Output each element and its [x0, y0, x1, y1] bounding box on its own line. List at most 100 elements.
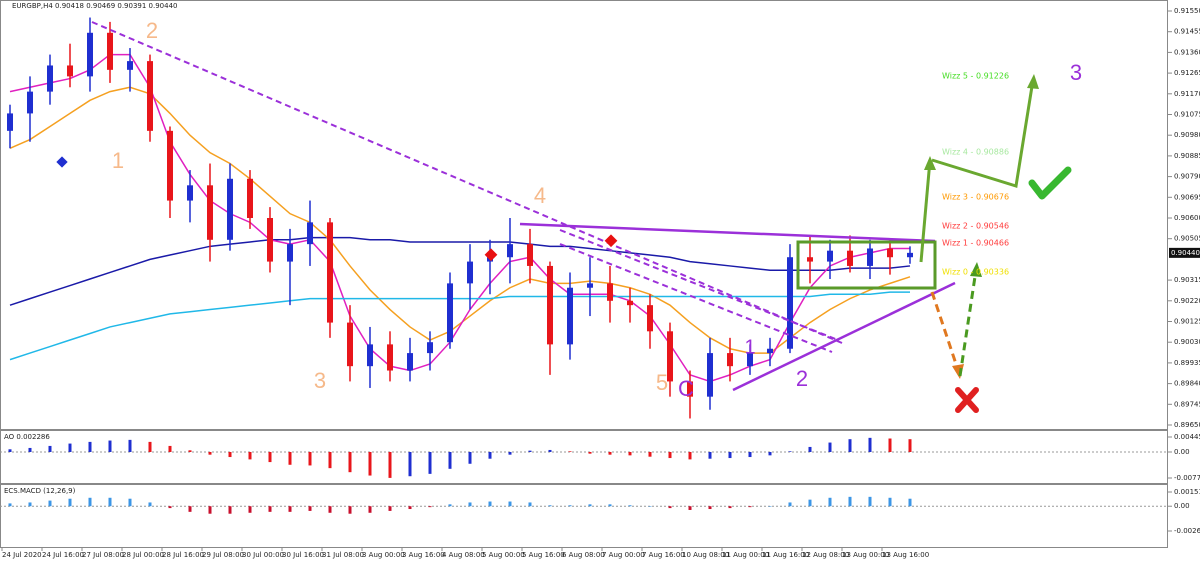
x-tick-label: 11 Aug 16:00 — [762, 551, 809, 559]
candle-body — [587, 283, 593, 288]
histogram-bar — [748, 506, 752, 508]
histogram-bar — [908, 439, 912, 452]
candle-body — [127, 61, 133, 70]
histogram-bar — [908, 498, 912, 507]
annotations-layer: 2 1 3 4 5 C 1 2 3 Wizz 5 - 0.91226 Wizz 4 - 0.9088… — [56, 18, 1082, 413]
y-tick-label: 0.90505 — [1174, 235, 1200, 243]
histogram-bar — [48, 500, 52, 507]
wave-label: 2 — [146, 18, 158, 43]
histogram-bar — [148, 502, 152, 507]
y-tick-label: 0.89935 — [1174, 359, 1200, 367]
histogram-bar — [528, 450, 532, 452]
histogram-bar — [288, 506, 292, 512]
y-tick-label: -0.002643 — [1174, 527, 1200, 535]
candle-body — [527, 244, 533, 266]
histogram-bar — [108, 440, 112, 452]
histogram-bar — [468, 502, 472, 507]
cross-mark — [955, 387, 979, 413]
histogram-bar — [868, 496, 872, 507]
histogram-bar — [568, 451, 572, 452]
x-tick-label: 13 Aug 16:00 — [882, 551, 929, 559]
candle-body — [687, 381, 693, 397]
histogram-bar — [268, 451, 272, 463]
histogram-bar — [528, 502, 532, 507]
x-tick-label: 24 Jul 16:00 — [42, 551, 84, 559]
candle-body — [507, 244, 513, 258]
arrow — [919, 159, 932, 263]
trend-line — [91, 21, 843, 344]
symbol-header: EURGBP,H4 0.90418 0.90469 0.90391 0.9044… — [12, 2, 178, 10]
histogram-bar — [748, 451, 752, 458]
candle-body — [347, 322, 353, 367]
x-tick-label: 5 Aug 00:00 — [482, 551, 525, 559]
histogram-bar — [108, 497, 112, 507]
histogram-bar — [588, 451, 592, 454]
candle-body — [887, 248, 893, 258]
histogram-bar — [548, 449, 552, 452]
candle-body — [447, 283, 453, 343]
arrow — [931, 79, 1035, 188]
histogram-bar — [208, 451, 212, 455]
candle-body — [247, 178, 253, 218]
histogram-bar — [428, 506, 432, 508]
histogram-bar — [248, 506, 252, 513]
candle-body — [607, 283, 613, 301]
histogram-bar — [28, 447, 32, 452]
histogram-bar — [768, 506, 772, 507]
histogram-bar — [188, 506, 192, 512]
histogram-bar — [428, 451, 432, 474]
histogram-bar — [328, 506, 332, 513]
histogram-bar — [348, 506, 352, 514]
candle-body — [827, 250, 833, 262]
histogram-bar — [228, 506, 232, 514]
x-tick-label: 30 Jul 00:00 — [242, 551, 284, 559]
histogram-bar — [288, 451, 292, 465]
candle-body — [787, 257, 793, 349]
wave-label: 5 — [656, 370, 668, 395]
wizz-level: Wizz 2 - 0.90546 — [942, 222, 1009, 231]
histogram-bar — [308, 451, 312, 466]
x-tick-label: 28 Jul 16:00 — [162, 551, 204, 559]
moving-average — [9, 86, 911, 354]
ao-title: AO 0.002286 — [4, 433, 50, 441]
histogram-bar — [568, 505, 572, 507]
histogram-bar — [728, 506, 732, 509]
histogram-bar — [308, 506, 312, 511]
histogram-bar — [848, 496, 852, 507]
histogram-bar — [848, 439, 852, 452]
candle-body — [747, 353, 753, 367]
histogram-bar — [648, 506, 652, 507]
candle-body — [567, 287, 573, 345]
histogram-bar — [208, 506, 212, 514]
histogram-bar — [88, 441, 92, 452]
y-tick-label: 0.00 — [1174, 502, 1190, 510]
y-tick-label: 0.91075 — [1174, 111, 1200, 119]
histogram-bar — [488, 501, 492, 507]
histogram-bar — [508, 501, 512, 507]
histogram-bar — [268, 506, 272, 512]
histogram-bar — [248, 451, 252, 460]
wave-label: 2 — [796, 366, 808, 391]
x-tick-label: 5 Aug 16:00 — [522, 551, 565, 559]
x-tick-label: 4 Aug 08:00 — [442, 551, 485, 559]
wizz-level: Wizz 0 - 0.90336 — [942, 268, 1009, 277]
candle-body — [467, 261, 473, 284]
histogram-bar — [128, 439, 132, 452]
candle-body — [147, 61, 153, 131]
x-tick-label: 10 Aug 08:00 — [682, 551, 729, 559]
candle-body — [407, 353, 413, 371]
moving-average — [9, 291, 910, 361]
histogram-bar — [828, 442, 832, 452]
histogram-bar — [628, 451, 632, 456]
histogram-bar — [448, 504, 452, 507]
histogram-bar — [688, 506, 692, 510]
moving-average — [9, 53, 910, 383]
candle-body — [207, 185, 213, 240]
histogram-bar — [8, 449, 12, 452]
